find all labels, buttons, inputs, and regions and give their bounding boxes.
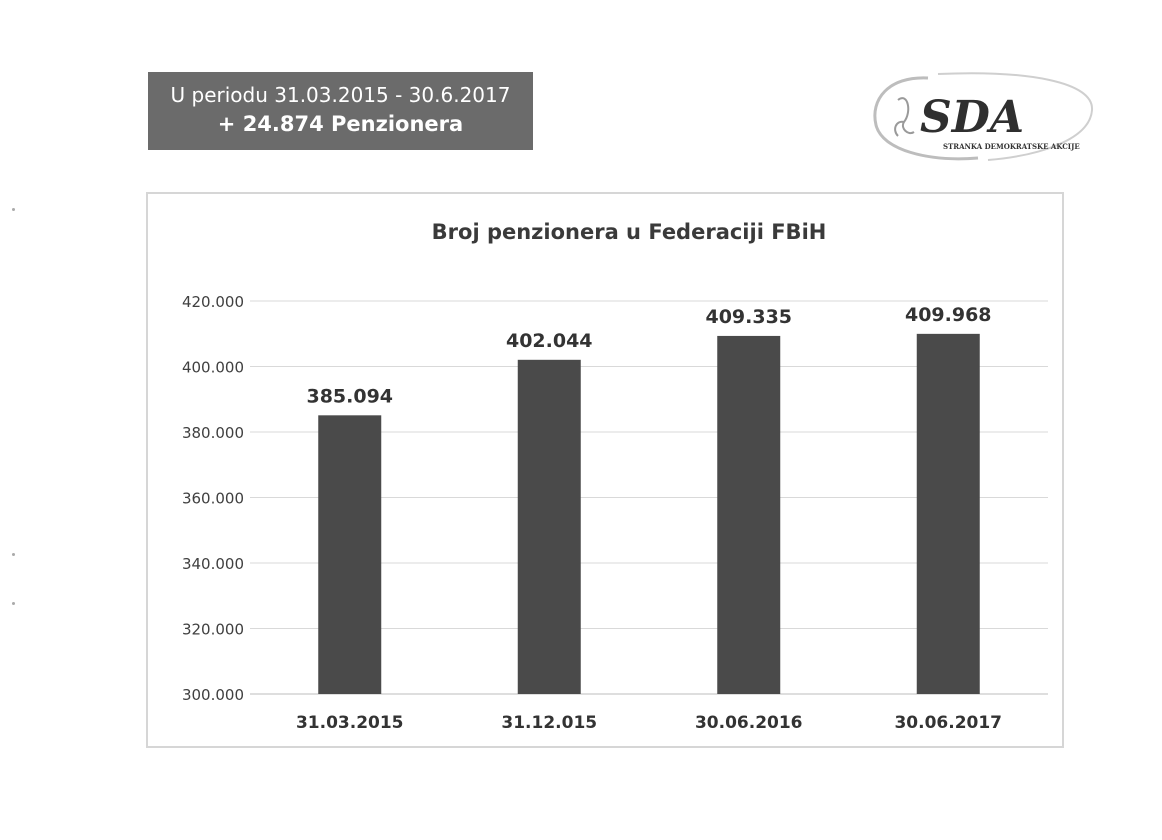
y-tick-label: 380.000: [182, 424, 244, 442]
bar-chart: Broj penzionera u Federaciji FBiH 300.000…: [182, 220, 1048, 733]
data-label: 385.094: [306, 385, 393, 407]
x-tick-label: 30.06.2016: [695, 713, 803, 733]
x-tick-label: 31.12.015: [501, 713, 597, 733]
x-tick-label: 31.03.2015: [296, 713, 404, 733]
scan-speck: [12, 208, 15, 211]
summary-banner: U periodu 31.03.2015 - 30.6.2017 + 24.87…: [148, 72, 533, 150]
bar: [318, 415, 382, 694]
y-tick-label: 320.000: [182, 621, 244, 639]
y-tick-label: 360.000: [182, 490, 244, 508]
bar: [517, 359, 581, 694]
pensioner-gain-text: + 24.874 Penzionera: [217, 112, 464, 136]
sda-logo-name: SDA: [920, 92, 1024, 143]
chart-title: Broj penzionera u Federaciji FBiH: [432, 220, 827, 244]
scan-speck: [12, 602, 15, 605]
data-label: 402.044: [506, 330, 593, 352]
x-tick-label: 30.06.2017: [894, 713, 1002, 733]
bar: [916, 333, 980, 694]
scan-speck: [12, 553, 15, 556]
y-tick-label: 340.000: [182, 555, 244, 573]
period-text: U periodu 31.03.2015 - 30.6.2017: [170, 83, 511, 107]
y-tick-label: 420.000: [182, 293, 244, 311]
y-tick-label: 300.000: [182, 686, 244, 704]
data-label: 409.968: [905, 304, 992, 326]
y-tick-label: 400.000: [182, 359, 244, 377]
chart-panel: Broj penzionera u Federaciji FBiH 300.000…: [146, 192, 1064, 748]
sda-logo: SDA STRANKA DEMOKRATSKE AKCIJE: [868, 70, 1098, 165]
bar: [717, 335, 781, 694]
data-label: 409.335: [705, 306, 792, 328]
sda-logo-subtitle: STRANKA DEMOKRATSKE AKCIJE: [943, 142, 1080, 151]
